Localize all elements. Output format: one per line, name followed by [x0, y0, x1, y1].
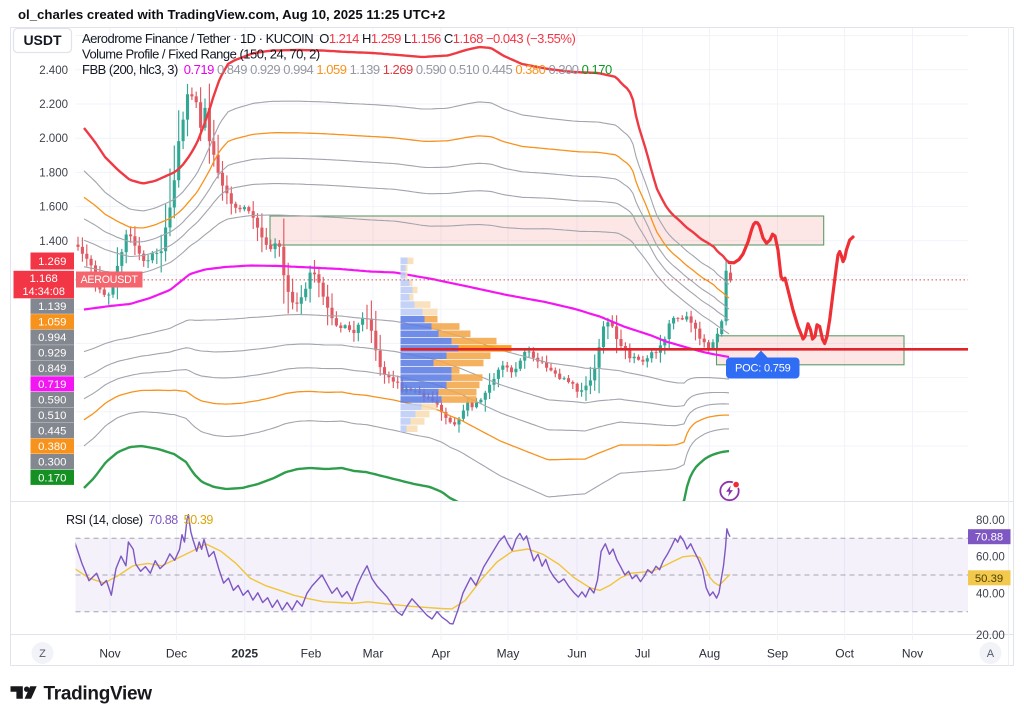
svg-text:50.39: 50.39	[975, 573, 1003, 585]
svg-text:80.00: 80.00	[976, 515, 1005, 527]
svg-text:2025: 2025	[231, 647, 258, 661]
svg-text:2.000: 2.000	[39, 133, 68, 145]
svg-text:40.00: 40.00	[976, 588, 1005, 600]
svg-text:0.170: 0.170	[38, 472, 66, 484]
svg-text:Jul: Jul	[635, 647, 650, 661]
svg-text:Mar: Mar	[363, 647, 384, 661]
svg-text:A: A	[987, 648, 995, 660]
svg-text:Nov: Nov	[902, 647, 923, 661]
svg-text:Feb: Feb	[301, 647, 322, 661]
svg-text:Aerodrome Finance / Tether · 1: Aerodrome Finance / Tether · 1D · KUCOIN…	[82, 31, 575, 46]
svg-text:Aug: Aug	[699, 647, 720, 661]
svg-text:1.139: 1.139	[38, 301, 66, 313]
svg-text:Jun: Jun	[567, 647, 586, 661]
svg-text:0.849: 0.849	[38, 363, 66, 375]
svg-text:0.929: 0.929	[38, 348, 66, 360]
svg-text:FBB (200, hlc3, 3) 0.719 0.849: FBB (200, hlc3, 3) 0.719 0.849 0.929 0.9…	[82, 62, 612, 77]
svg-text:1.800: 1.800	[39, 167, 68, 179]
svg-text:2.200: 2.200	[39, 99, 68, 111]
svg-text:Nov: Nov	[99, 647, 120, 661]
svg-text:TradingView: TradingView	[44, 684, 153, 705]
svg-text:0.590: 0.590	[38, 395, 66, 407]
svg-text:1.168: 1.168	[30, 273, 58, 285]
svg-text:60.00: 60.00	[976, 552, 1005, 564]
svg-text:0.719: 0.719	[38, 379, 66, 391]
svg-text:RSI (14, close) 70.88 50.39: RSI (14, close) 70.88 50.39	[66, 513, 213, 527]
svg-text:USDT: USDT	[23, 32, 62, 48]
svg-text:Oct: Oct	[835, 647, 854, 661]
svg-text:Z: Z	[39, 648, 46, 660]
svg-text:0.510: 0.510	[38, 410, 66, 422]
svg-text:May: May	[497, 647, 520, 661]
svg-text:0.994: 0.994	[38, 332, 66, 344]
svg-text:0.445: 0.445	[38, 426, 66, 438]
svg-text:1.600: 1.600	[39, 202, 68, 214]
svg-text:70.88: 70.88	[975, 532, 1003, 544]
svg-text:Sep: Sep	[767, 647, 789, 661]
svg-text:0.300: 0.300	[38, 457, 66, 469]
svg-text:1.269: 1.269	[38, 256, 66, 268]
svg-text:14:34:08: 14:34:08	[22, 286, 64, 298]
svg-text:1.059: 1.059	[38, 317, 66, 329]
svg-text:0.380: 0.380	[38, 441, 66, 453]
svg-text:POC: 0.759: POC: 0.759	[735, 363, 791, 375]
svg-text:Apr: Apr	[432, 647, 451, 661]
svg-text:ol_charles created with Tradin: ol_charles created with TradingView.com,…	[18, 7, 445, 22]
svg-text:Dec: Dec	[166, 647, 187, 661]
svg-text:Volume Profile / Fixed Range (: Volume Profile / Fixed Range (150, 24, 7…	[82, 47, 320, 62]
svg-text:AEROUSDT: AEROUSDT	[81, 274, 139, 286]
svg-text:20.00: 20.00	[976, 630, 1005, 642]
svg-text:1.400: 1.400	[39, 236, 68, 248]
svg-text:2.400: 2.400	[39, 65, 68, 77]
